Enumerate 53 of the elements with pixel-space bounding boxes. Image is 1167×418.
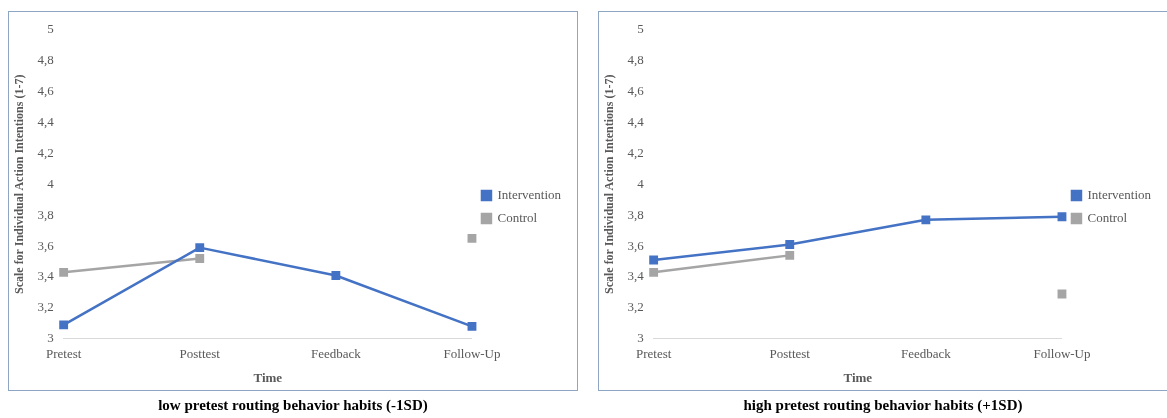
y-tick-label: 3,2 <box>627 299 644 315</box>
x-axis-title: Time <box>253 369 283 385</box>
point <box>1057 212 1067 222</box>
y-tick-label: 3,6 <box>627 237 645 253</box>
y-tick-label: 3,8 <box>627 206 644 222</box>
y-tick-label: 3 <box>637 330 644 346</box>
y-tick-label: 4,4 <box>37 113 55 129</box>
x-tick-label: Pretest <box>635 346 672 362</box>
y-tick-label: 3,8 <box>37 206 54 222</box>
x-tick-label: Posttest <box>769 346 811 362</box>
y-tick-label: 4 <box>47 175 55 191</box>
point <box>195 254 205 263</box>
y-axis-title: Scale for Individual Action Intentions (1-7) <box>602 74 617 295</box>
y-tick-label: 4,2 <box>37 144 54 160</box>
y-tick-label: 4 <box>637 175 645 191</box>
y-tick-label: 4,4 <box>627 113 645 129</box>
x-tick-label: Feedback <box>310 346 362 362</box>
text: high pretest routing behavior habits (+1SD) <box>742 397 1024 414</box>
y-tick-label: 5 <box>637 21 644 37</box>
y-tick-label: 4,2 <box>627 144 644 160</box>
point <box>467 233 477 243</box>
point <box>195 243 205 253</box>
y-tick-label: 3,6 <box>37 237 55 253</box>
y-tick-label: 4,8 <box>37 52 54 68</box>
point <box>785 250 795 260</box>
y-tick-label: 3,2 <box>37 299 54 315</box>
point <box>331 271 341 280</box>
legend-label: Control <box>497 209 538 225</box>
y-tick-label: 4,8 <box>627 52 644 68</box>
point <box>921 215 931 225</box>
legend-label: Control <box>1087 209 1128 225</box>
point <box>59 320 69 330</box>
y-axis-title: Scale for Individual Action Intentions (1-7) <box>12 74 27 295</box>
point <box>467 322 477 331</box>
point <box>649 255 659 265</box>
legend-label: Intervention <box>1087 186 1152 202</box>
text: low pretest routing behavior habits (-1SD) <box>157 397 429 414</box>
x-axis-title: Time <box>843 369 873 385</box>
y-tick-label: 5 <box>47 21 54 37</box>
x-tick-label: Follow-Up <box>1033 346 1091 362</box>
legend-label: Intervention <box>497 186 562 202</box>
x-tick-label: Pretest <box>45 346 82 362</box>
y-tick-label: 4,6 <box>627 83 645 99</box>
x-tick-label: Posttest <box>179 346 221 362</box>
y-tick-label: 3,4 <box>37 268 55 284</box>
point <box>649 267 659 277</box>
point <box>59 267 69 277</box>
y-tick-label: 3 <box>47 330 54 346</box>
point <box>785 240 795 249</box>
x-tick-label: Follow-Up <box>443 346 501 362</box>
y-tick-label: 4,6 <box>37 83 55 99</box>
x-tick-label: Feedback <box>900 346 952 362</box>
y-tick-label: 3,4 <box>627 268 645 284</box>
